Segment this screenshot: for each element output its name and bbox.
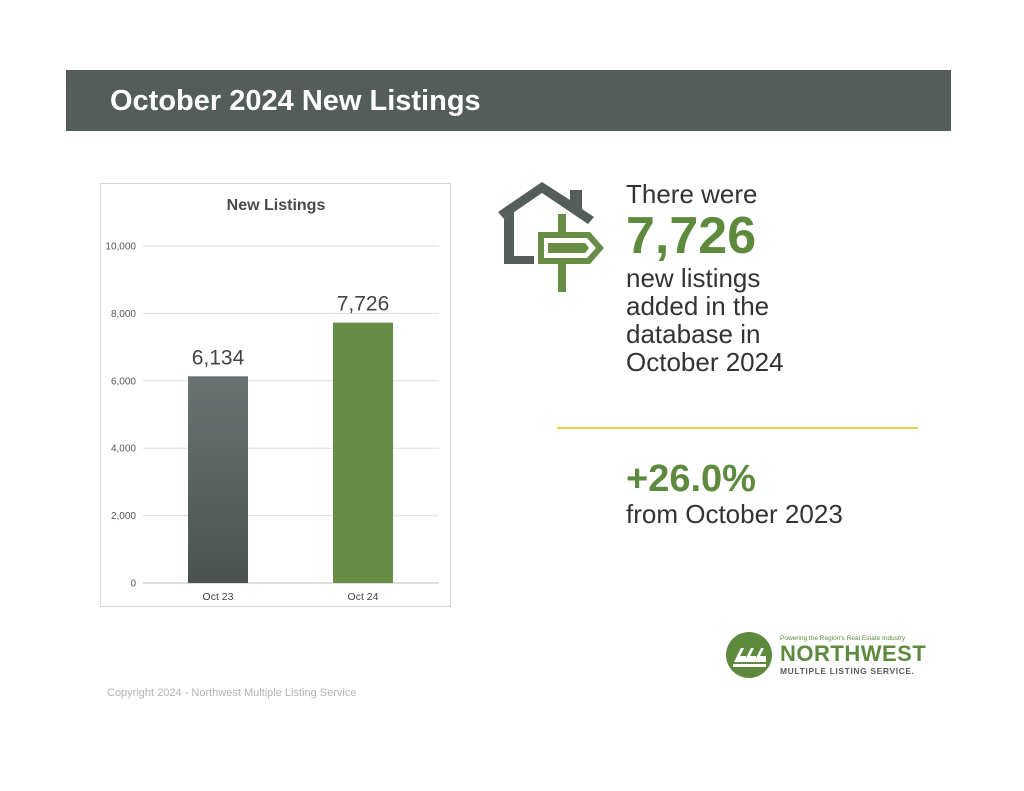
bar-oct-23 [188,376,248,583]
stat-line-3: added in the [626,291,770,321]
y-tick-label: 4,000 [111,444,136,455]
bar-value-label: 7,726 [337,293,390,316]
logo-tagline: Powering the Region's Real Estate Indust… [780,635,906,642]
y-tick-label: 0 [130,579,136,590]
copyright-text: Copyright 2024 - Northwest Multiple List… [107,687,357,699]
logo-subtitle: MULTIPLE LISTING SERVICE. [780,666,915,676]
divider [557,427,918,429]
chart-panel: New Listings 0 2,000 4,000 6,000 8,000 10,000… [100,183,451,607]
x-tick-label: Oct 23 [203,591,234,603]
y-tick-label: 2,000 [111,511,136,522]
stat-line-4: database in [626,319,761,349]
bar-value-label: 6,134 [192,346,245,369]
nwmls-logo-icon [726,632,772,678]
stat-block: There were 7,726 new listings added in t… [626,180,784,376]
page-title: October 2024 New Listings [110,85,481,117]
new-listings-chart: New Listings 0 2,000 4,000 6,000 8,000 10,000… [105,197,439,603]
logo-name: NORTHWEST [780,641,927,666]
change-value: +26.0% [626,458,756,500]
header-bar: October 2024 New Listings [66,70,951,131]
x-tick-label: Oct 24 [348,591,379,603]
y-tick-label: 8,000 [111,309,136,320]
bar-oct-24 [333,322,393,583]
chart-title: New Listings [227,197,326,214]
stat-intro: There were [626,179,758,209]
nwmls-logo: Powering the Region's Real Estate Indust… [726,632,926,678]
stat-line-5: October 2024 [626,347,784,377]
house-signpost-icon [498,182,604,292]
y-tick-label: 10,000 [105,242,136,253]
change-text: from October 2023 [626,499,843,529]
stat-value: 7,726 [626,207,757,265]
stat-line-2: new listings [626,263,761,293]
change-block: +26.0% from October 2023 [626,459,843,529]
y-tick-label: 6,000 [111,376,136,387]
